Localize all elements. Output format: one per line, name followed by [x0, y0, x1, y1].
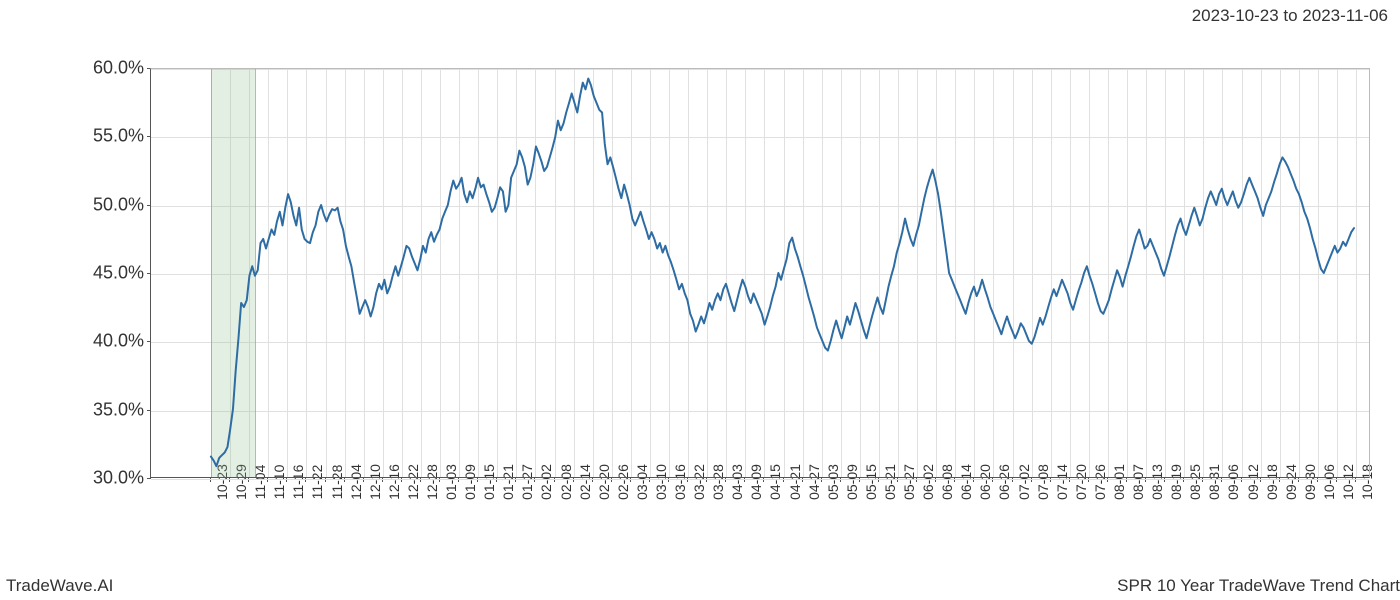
line-chart-svg	[151, 69, 1369, 477]
trend-line	[211, 79, 1354, 467]
y-tick-label: 40.0%	[93, 331, 144, 352]
y-tick-label: 35.0%	[93, 399, 144, 420]
y-tick-label: 30.0%	[93, 468, 144, 489]
chart-title-label: SPR 10 Year TradeWave Trend Chart	[1117, 576, 1400, 596]
y-tick-label: 45.0%	[93, 263, 144, 284]
chart-container: 2023-10-23 to 2023-11-06 30.0% 35.0% 40.0%…	[0, 0, 1400, 600]
y-tick-label: 50.0%	[93, 194, 144, 215]
y-tick-label: 55.0%	[93, 126, 144, 147]
date-range-label: 2023-10-23 to 2023-11-06	[1192, 6, 1388, 26]
brand-label: TradeWave.AI	[6, 576, 113, 596]
y-tick-label: 60.0%	[93, 58, 144, 79]
plot-area	[150, 68, 1370, 478]
